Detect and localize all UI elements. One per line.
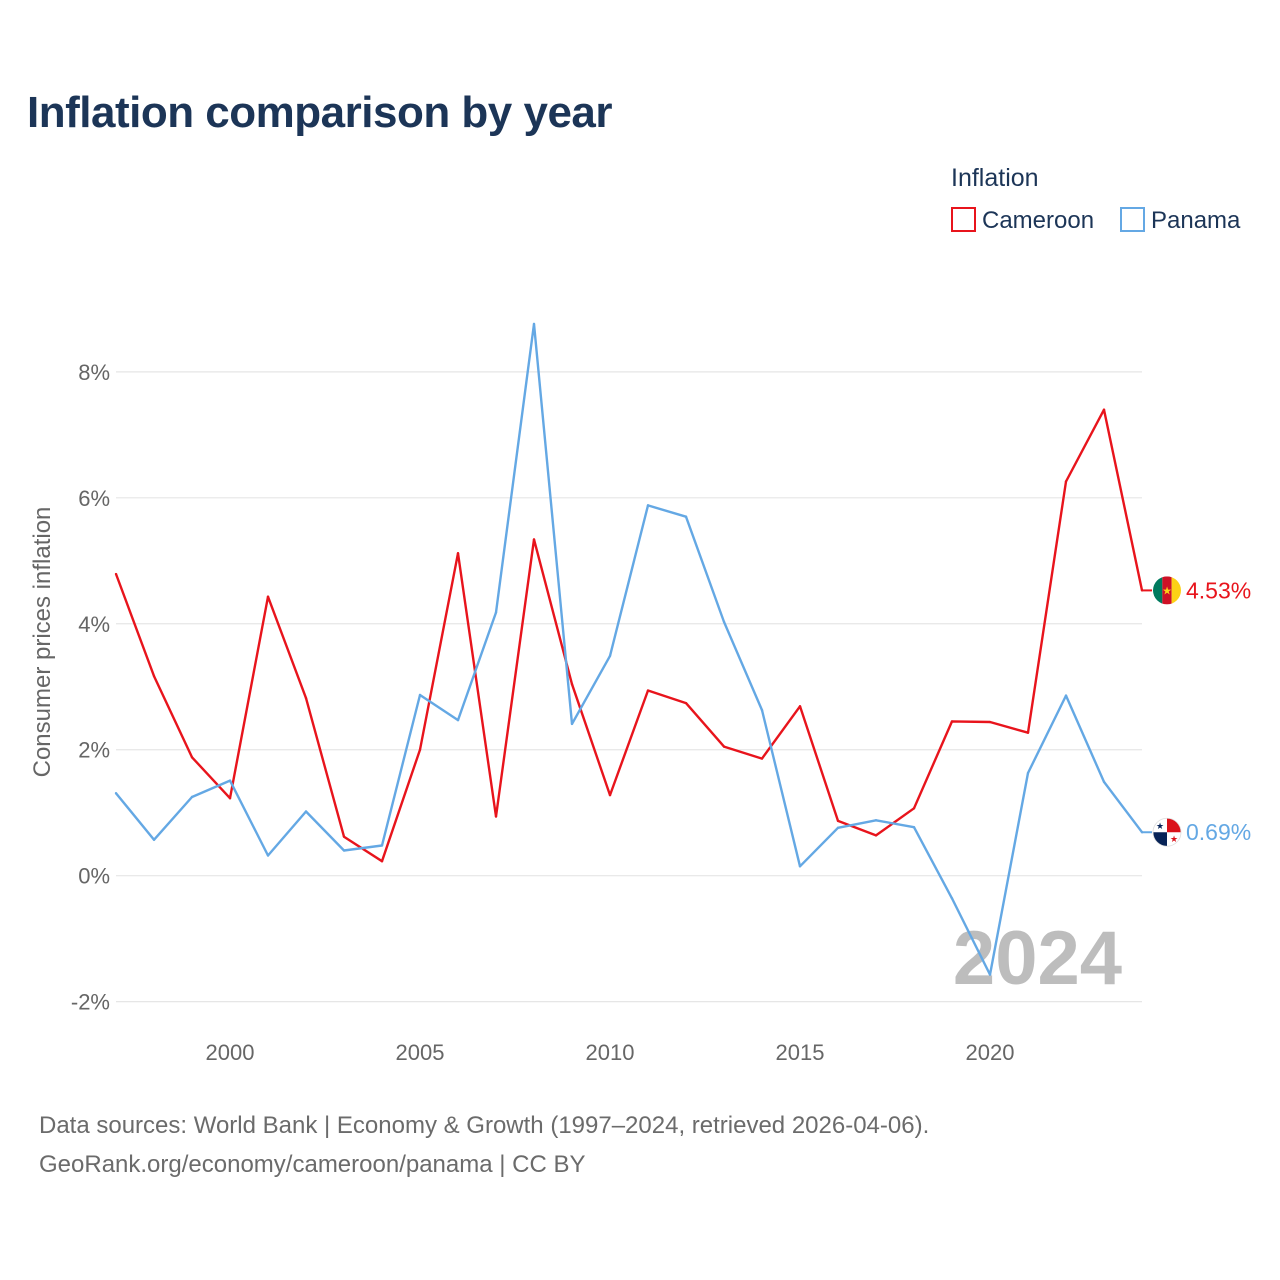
data-point-panama bbox=[760, 708, 764, 712]
y-tick-label: -2% bbox=[71, 990, 110, 1015]
data-point-panama bbox=[722, 620, 726, 624]
data-point-panama bbox=[494, 611, 498, 614]
data-point-panama bbox=[190, 795, 194, 799]
data-point-panama bbox=[950, 897, 954, 900]
data-point-cameroon bbox=[418, 748, 422, 751]
data-point-cameroon bbox=[570, 683, 574, 686]
series-lines bbox=[114, 322, 1144, 976]
panama-star-icon: ★ bbox=[1156, 822, 1164, 832]
data-point-panama bbox=[228, 779, 232, 782]
data-point-panama bbox=[304, 810, 308, 813]
panama-star-icon: ★ bbox=[1170, 835, 1178, 845]
data-point-cameroon bbox=[988, 720, 992, 724]
data-point-cameroon bbox=[380, 860, 384, 863]
data-point-cameroon bbox=[1064, 480, 1068, 483]
x-tick-label: 2000 bbox=[206, 1040, 255, 1065]
data-point-cameroon bbox=[684, 701, 688, 705]
legend-swatch-cameroon bbox=[951, 207, 976, 232]
data-point-cameroon bbox=[456, 552, 460, 555]
data-point-panama bbox=[570, 722, 574, 726]
series-line-cameroon bbox=[114, 408, 1144, 863]
data-point-panama bbox=[380, 844, 384, 847]
legend-label-panama: Panama bbox=[1151, 207, 1241, 234]
data-point-panama bbox=[608, 654, 612, 658]
data-point-cameroon bbox=[342, 835, 346, 838]
series-end-labels: ★ 4.53%★★ 0.69% bbox=[1142, 576, 1251, 847]
data-point-panama bbox=[1026, 771, 1030, 775]
data-point-cameroon bbox=[912, 807, 916, 810]
cameroon-flag-icon: ★ bbox=[1153, 576, 1181, 605]
legend-title: Inflation bbox=[951, 164, 1039, 192]
legend-item-panama[interactable]: Panama bbox=[1120, 207, 1241, 234]
data-point-cameroon bbox=[1102, 408, 1106, 411]
panama-flag-icon: ★★ bbox=[1152, 817, 1182, 847]
y-axis-label: Consumer prices inflation bbox=[29, 507, 56, 778]
data-point-panama bbox=[114, 792, 118, 795]
data-point-cameroon bbox=[950, 720, 954, 723]
y-tick-label: 8% bbox=[78, 360, 110, 385]
data-point-cameroon bbox=[1026, 731, 1030, 734]
chart-title: Inflation comparison by year bbox=[27, 88, 613, 137]
data-point-cameroon bbox=[798, 705, 802, 708]
data-point-panama bbox=[418, 693, 422, 697]
data-point-cameroon bbox=[760, 757, 764, 760]
data-point-panama bbox=[1064, 694, 1068, 697]
y-tick-label: 0% bbox=[78, 864, 110, 889]
end-label-panama: 0.69% bbox=[1186, 819, 1251, 845]
data-point-panama bbox=[874, 819, 878, 822]
footer: Data sources: World Bank | Economy & Gro… bbox=[39, 1106, 929, 1184]
data-point-cameroon bbox=[304, 696, 308, 700]
x-tick-label: 2010 bbox=[586, 1040, 635, 1065]
data-point-panama bbox=[532, 322, 536, 326]
legend-item-cameroon[interactable]: Cameroon bbox=[951, 207, 1094, 234]
y-tick-label: 6% bbox=[78, 486, 110, 511]
legend-label-cameroon: Cameroon bbox=[982, 207, 1094, 234]
cameroon-star-icon: ★ bbox=[1162, 584, 1172, 597]
legend: Inflation Cameroon Panama bbox=[951, 164, 1241, 234]
x-tick-label: 2020 bbox=[966, 1040, 1015, 1065]
data-point-cameroon bbox=[722, 745, 726, 748]
data-point-panama bbox=[342, 849, 346, 852]
data-point-cameroon bbox=[532, 538, 536, 541]
data-point-cameroon bbox=[646, 689, 650, 692]
x-axis-ticks: 2000 2005 2010 2015 2020 bbox=[206, 1040, 1015, 1065]
data-point-cameroon bbox=[494, 815, 498, 818]
footer-sources: Data sources: World Bank | Economy & Gro… bbox=[39, 1112, 930, 1139]
series-line-panama bbox=[115, 322, 1143, 976]
data-point-panama bbox=[646, 504, 650, 507]
data-point-panama bbox=[1102, 780, 1106, 784]
data-point-panama bbox=[912, 826, 916, 829]
year-watermark: 2024 bbox=[953, 916, 1122, 1001]
data-point-cameroon bbox=[874, 834, 878, 837]
footer-link[interactable]: GeoRank.org/economy/cameroon/panama | CC… bbox=[39, 1151, 586, 1178]
gridlines bbox=[116, 371, 1142, 1003]
data-point-cameroon bbox=[114, 572, 118, 576]
data-point-cameroon bbox=[228, 797, 232, 800]
y-axis-ticks: -2% 0% 2% 4% 6% 8% bbox=[71, 360, 110, 1015]
data-point-panama bbox=[684, 515, 688, 518]
x-tick-label: 2005 bbox=[396, 1040, 445, 1065]
data-point-panama bbox=[836, 826, 840, 830]
data-point-cameroon bbox=[608, 793, 612, 797]
data-point-panama bbox=[456, 718, 460, 722]
data-point-panama bbox=[266, 854, 270, 857]
y-tick-label: 4% bbox=[78, 612, 110, 637]
end-label-cameroon: 4.53% bbox=[1186, 577, 1251, 603]
x-tick-label: 2015 bbox=[776, 1040, 825, 1065]
legend-swatch-panama bbox=[1120, 207, 1145, 232]
data-point-cameroon bbox=[152, 674, 156, 678]
data-point-panama bbox=[152, 838, 156, 842]
data-point-cameroon bbox=[190, 756, 194, 759]
data-point-cameroon bbox=[836, 819, 840, 823]
data-point-panama bbox=[988, 973, 992, 976]
data-point-panama bbox=[798, 865, 802, 868]
y-tick-label: 2% bbox=[78, 738, 110, 763]
data-point-cameroon bbox=[266, 595, 270, 598]
